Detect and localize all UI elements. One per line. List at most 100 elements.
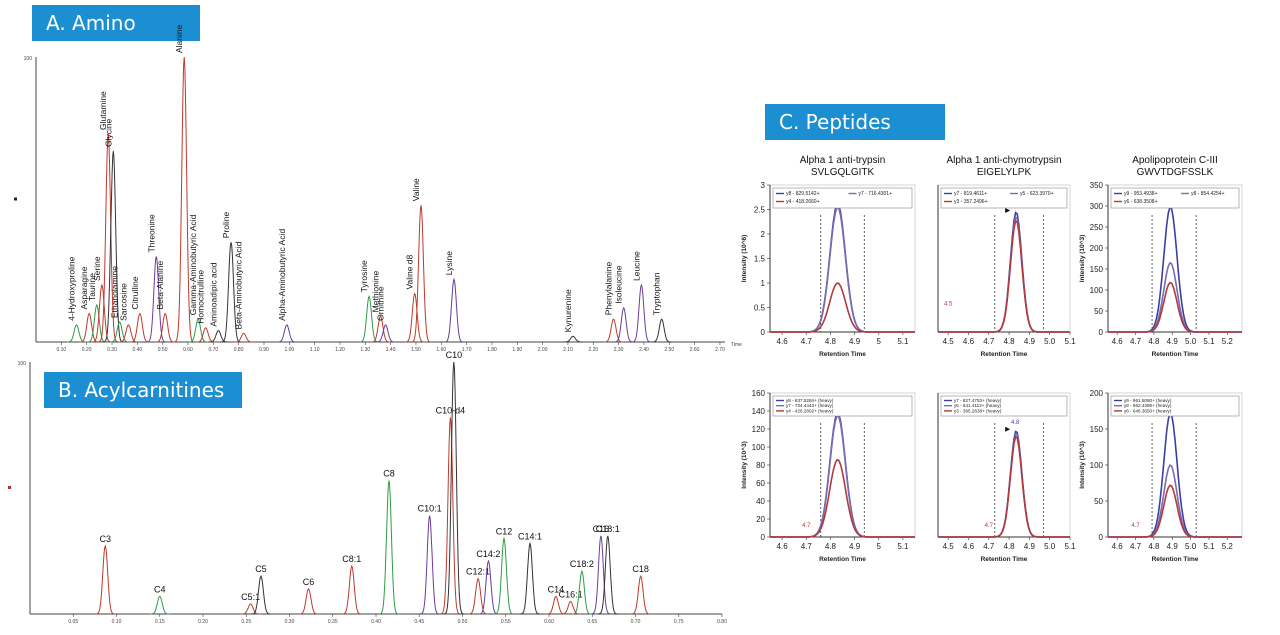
legend: y9 - 961.5080+ (heavy)y8 - 862.4396+ (he…: [1110, 395, 1240, 417]
peak-label-c16-1: C16:1: [559, 589, 583, 599]
peak-label-ornithine: Ornithine: [376, 286, 386, 321]
series-y9-961-5080-heavy: [1108, 411, 1242, 538]
legend-box: [772, 187, 913, 209]
legend-entry: y3 - 365.2638+ (heavy): [954, 408, 1002, 413]
x-tick-label: 5.0: [1185, 337, 1197, 346]
legend-entry: y6 - 646.3650+ (heavy): [1124, 408, 1172, 413]
peak-label-taurine: Taurine: [87, 273, 97, 301]
x-tick-label: 4.6: [1112, 337, 1124, 346]
y-tick-label: 150: [1090, 265, 1104, 274]
peak-label-sarcosine: Sarcosine: [118, 283, 128, 321]
peak-c12-1: [468, 577, 488, 615]
x-tick-label: 5.1: [1203, 337, 1215, 346]
x-tick-label: 4.8: [1004, 337, 1016, 346]
peak-beta-alanine: [155, 312, 175, 343]
series-y5-641-4112-heavy: [938, 432, 1070, 538]
x-tick-label: 5.2: [1222, 337, 1234, 346]
x-tick-label: 0.15: [155, 619, 165, 625]
peak-label-beta-aminobutyric-acid: Beta-Aminobutyric Acid: [234, 241, 244, 329]
x-tick-label: 0.80: [234, 347, 244, 353]
x-tick-label: 4.8: [825, 337, 837, 346]
series-y6-646-3650-heavy: [1108, 484, 1242, 538]
peak-label-leucine: Leucine: [631, 251, 641, 281]
legend-entry: y7 - 724.4443+ (heavy): [786, 403, 834, 408]
x-tick-label: 4.7: [801, 542, 813, 551]
x-tick-label: 4.6: [1112, 542, 1124, 551]
peak-leucine: [631, 283, 652, 343]
y-tick-label: 100: [752, 443, 766, 452]
peak-label-c6: C6: [303, 577, 315, 587]
peak-ornithine: [375, 324, 396, 343]
legend-entry: y7 - 827.4753+ (heavy): [954, 398, 1002, 403]
peak-label-tryptophan: Tryptophan: [652, 272, 662, 315]
series-y9-953-4938: [1108, 205, 1242, 333]
legend-entry: y5 - 641.4112+ (heavy): [954, 403, 1001, 408]
series-y4-426-2802-heavy: [770, 458, 915, 538]
y-axis-label: Intensity (10^3): [740, 441, 748, 489]
acylcarnitines-plot: 100 0.05 0.10 0.15 0.20 0.25 0.30 0.35 0.40 0.45 0…: [8, 350, 727, 625]
peak-valine-d8: [405, 292, 425, 343]
x-tick-label: 0.90: [259, 347, 269, 353]
peak-methionine: [370, 315, 391, 343]
y-tick-label: 0: [1099, 328, 1104, 337]
peak-valine: [411, 205, 431, 343]
y-tick-label: 100: [18, 361, 27, 367]
x-axis-label: Retention Time: [1152, 351, 1199, 358]
legend-entry: y9 - 953.4938+: [1124, 191, 1158, 197]
peak-label-alpha-aminobutyric-acid: Alpha-Aminobutyric Acid: [277, 229, 287, 321]
peak-label-c14: C14: [548, 584, 565, 594]
y-tick-label: 0.5: [754, 304, 766, 313]
peak-homocitrulline: [196, 327, 216, 343]
apex-label: 4.8: [1011, 420, 1020, 426]
peak-label-c5: C5: [255, 564, 267, 574]
peak-label-c12: C12: [496, 526, 513, 536]
x-tick-label: 4.7: [1130, 337, 1142, 346]
peak-label-c18-2: C18:2: [570, 559, 594, 569]
series-y5-623-3970: [938, 216, 1070, 333]
peak-citrulline: [130, 312, 150, 343]
section-label-amino-acids: A. Amino Acids: [32, 5, 200, 71]
y-tick-label: 100: [1090, 286, 1104, 295]
axis-marker: [8, 486, 11, 489]
section-label-peptides: C. Peptides: [765, 104, 945, 140]
x-tick-label: 4.7: [1130, 542, 1142, 551]
peak-gamma-aminobutyric-acid: [188, 318, 208, 343]
x-tick-label: 0.10: [112, 619, 122, 625]
peak-glycine: [103, 150, 123, 343]
x-axis-label: Retention Time: [819, 351, 866, 358]
x-tick-label: 4.9: [1024, 337, 1036, 346]
x-tick-label: 4.9: [1167, 542, 1179, 551]
y-tick-label: 120: [752, 425, 766, 434]
peak-label-kynurenine: Kynurenine: [563, 289, 573, 332]
legend: y8 - 837.5284+ (heavy)y7 - 724.4443+ (he…: [772, 395, 913, 417]
y-tick-label: 0: [1099, 533, 1104, 542]
y-tick-label: 200: [1090, 389, 1104, 398]
peak-label-asparagine: Asparagine: [79, 266, 89, 309]
peak-label-glycine: Glycine: [103, 118, 113, 147]
peak-label-proline: Proline: [221, 212, 231, 239]
y-tick-label: 50: [1094, 307, 1103, 316]
x-tick-label: 2.20: [588, 347, 598, 353]
y-tick-label: 1.5: [754, 255, 766, 264]
section-label-acylcarnitines: B. Acylcarnitines: [44, 372, 242, 408]
x-tick-label: 0.60: [544, 619, 554, 625]
x-tick-label: 5.1: [1064, 542, 1076, 551]
x-tick-label: 5.1: [1064, 337, 1076, 346]
x-tick-label: 0.65: [587, 619, 597, 625]
x-tick-label: 4.9: [849, 337, 861, 346]
peak-label-c8-1: C8:1: [342, 554, 361, 564]
peptide_a1at_heavy-panel: 0 20 40 60 80 100 120 140 160 Intensity (10^3) 4.6…: [740, 389, 916, 563]
peak-c8-1: [342, 564, 362, 615]
x-tick-label: 0.25: [241, 619, 251, 625]
peak-4-hydroxyproline: [66, 324, 87, 343]
peak-c18: [631, 575, 651, 615]
peak-label-c18: C18: [632, 564, 649, 574]
x-tick-label: 4.8: [825, 542, 837, 551]
amino_acids-plot: 100 0.10 0.20 0.30 0.40 0.50 0.60 0.70 0.80 0.90 1…: [14, 24, 742, 353]
x-tick-label: 5: [877, 337, 882, 346]
x-axis-label: Retention Time: [981, 351, 1028, 358]
peak-label-c5-1: C5:1: [241, 592, 260, 602]
x-tick-label: 0.80: [717, 619, 727, 625]
legend-entry: y3 - 357.2496+: [954, 199, 988, 205]
x-tick-label: 0.30: [107, 347, 117, 353]
